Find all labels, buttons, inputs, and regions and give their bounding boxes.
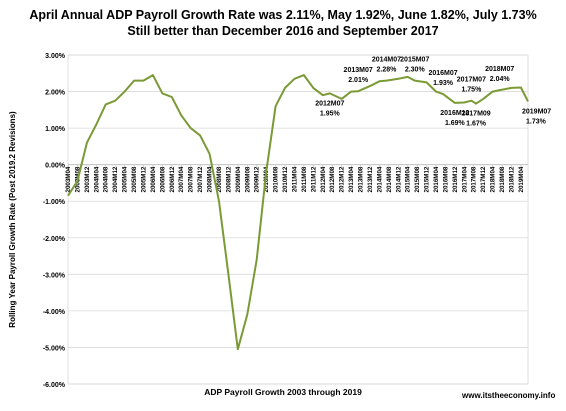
- x-tick-label: 2014M12: [395, 166, 402, 192]
- x-tick-label: 2014M08: [386, 166, 393, 192]
- annotation-value: 2.04%: [490, 76, 511, 83]
- x-tick-label: 2006M12: [169, 166, 176, 192]
- annotation-label: 2019M07: [522, 108, 551, 115]
- x-tick-label: 2012M12: [339, 166, 346, 192]
- x-tick-label: 2018M08: [499, 166, 506, 192]
- x-axis-title: ADP Payroll Growth 2003 through 2019: [204, 387, 362, 397]
- x-tick-label: 2004M12: [112, 166, 119, 192]
- annotation-label: 2012M07: [315, 100, 344, 107]
- x-tick-label: 2012M04: [320, 166, 327, 192]
- y-axis-title: Rolling Year Payroll Growth Rate (Post 2…: [8, 111, 17, 328]
- annotation-value: 2.28%: [377, 67, 398, 74]
- x-tick-label: 2008M12: [225, 166, 232, 192]
- x-tick-label: 2019M04: [518, 166, 525, 192]
- y-tick-label: -6.00%: [43, 382, 66, 389]
- x-tick-label: 2015M08: [414, 166, 421, 192]
- x-tick-label: 2010M08: [273, 166, 280, 192]
- x-tick-label: 2013M08: [358, 166, 365, 192]
- x-tick-label: 2008M08: [216, 166, 223, 192]
- x-tick-label: 2003M04: [65, 166, 72, 192]
- annotation-label: 2014M07: [372, 57, 401, 64]
- annotation-label: 2018M07: [485, 66, 514, 73]
- annotation-label: 2013M07: [344, 67, 373, 74]
- annotation-label: 2016M07: [428, 70, 457, 77]
- x-tick-label: 2014M04: [376, 166, 383, 192]
- annotation-value: 1.69%: [445, 120, 466, 127]
- x-tick-label: 2009M04: [235, 166, 242, 192]
- x-tick-label: 2012M08: [329, 166, 336, 192]
- annotation-label: 2017M09: [462, 111, 491, 118]
- x-tick-label: 2005M08: [131, 166, 138, 192]
- x-tick-label: 2008M04: [207, 166, 214, 192]
- x-tick-label: 2015M04: [405, 166, 412, 192]
- y-tick-label: 1.00%: [45, 126, 66, 133]
- chart-title: April Annual ADP Payroll Growth Rate was…: [29, 8, 537, 22]
- x-tick-label: 2006M08: [159, 166, 166, 192]
- x-tick-label: 2017M12: [480, 166, 487, 192]
- x-tick-label: 2007M12: [197, 166, 204, 192]
- x-tick-label: 2016M04: [433, 166, 440, 192]
- series-line: [67, 74, 529, 351]
- y-tick-label: -2.00%: [43, 236, 66, 243]
- x-tick-label: 2013M04: [348, 166, 355, 192]
- x-tick-label: 2018M04: [490, 166, 497, 192]
- x-tick-label: 2005M12: [140, 166, 147, 192]
- annotation-value: 1.67%: [466, 121, 487, 128]
- x-tick-label: 2011M12: [310, 166, 317, 192]
- x-tick-label: 2005M04: [122, 166, 129, 192]
- x-tick-label: 2003M12: [84, 166, 91, 192]
- watermark: www.itstheeconomy.info: [462, 391, 556, 400]
- annotation-value: 2.01%: [348, 77, 369, 84]
- annotation-label: 2017M07: [457, 77, 486, 84]
- y-tick-label: 0.00%: [45, 163, 66, 170]
- x-tick-label: 2011M04: [291, 166, 298, 192]
- x-tick-label: 2007M04: [178, 166, 185, 192]
- annotation-value: 2.30%: [405, 67, 426, 74]
- y-tick-label: -4.00%: [43, 309, 66, 316]
- x-tick-label: 2004M08: [103, 166, 110, 192]
- x-tick-label: 2010M04: [263, 166, 270, 192]
- x-tick-label: 2015M12: [424, 166, 431, 192]
- x-tick-label: 2009M08: [244, 166, 251, 192]
- x-tick-label: 2018M12: [508, 166, 515, 192]
- annotation-value: 1.73%: [526, 118, 547, 125]
- x-tick-label: 2017M04: [461, 166, 468, 192]
- annotation-value: 1.75%: [461, 87, 482, 94]
- y-tick-label: 3.00%: [45, 53, 66, 60]
- x-tick-label: 2009M12: [254, 166, 261, 192]
- x-tick-label: 2016M12: [452, 166, 459, 192]
- plot-area: [67, 54, 529, 385]
- x-tick-label: 2004M04: [93, 166, 100, 192]
- x-tick-label: 2010M12: [282, 166, 289, 192]
- x-tick-label: 2007M08: [188, 166, 195, 192]
- chart-subtitle: Still better than December 2016 and Sept…: [127, 24, 439, 38]
- y-tick-label: -5.00%: [43, 345, 66, 352]
- annotation-value: 1.93%: [433, 80, 454, 87]
- x-tick-label: 2006M04: [150, 166, 157, 192]
- x-tick-label: 2016M08: [442, 166, 449, 192]
- x-tick-label: 2013M12: [367, 166, 374, 192]
- y-tick-label: 2.00%: [45, 90, 66, 97]
- y-tick-label: -3.00%: [43, 272, 66, 279]
- x-tick-label: 2017M08: [471, 166, 478, 192]
- annotation-label: 2015M07: [400, 57, 429, 64]
- y-tick-label: -1.00%: [43, 199, 66, 206]
- annotation-label: 2016M12: [440, 110, 469, 117]
- x-tick-label: 2011M08: [301, 166, 308, 192]
- annotation-value: 1.95%: [320, 110, 341, 117]
